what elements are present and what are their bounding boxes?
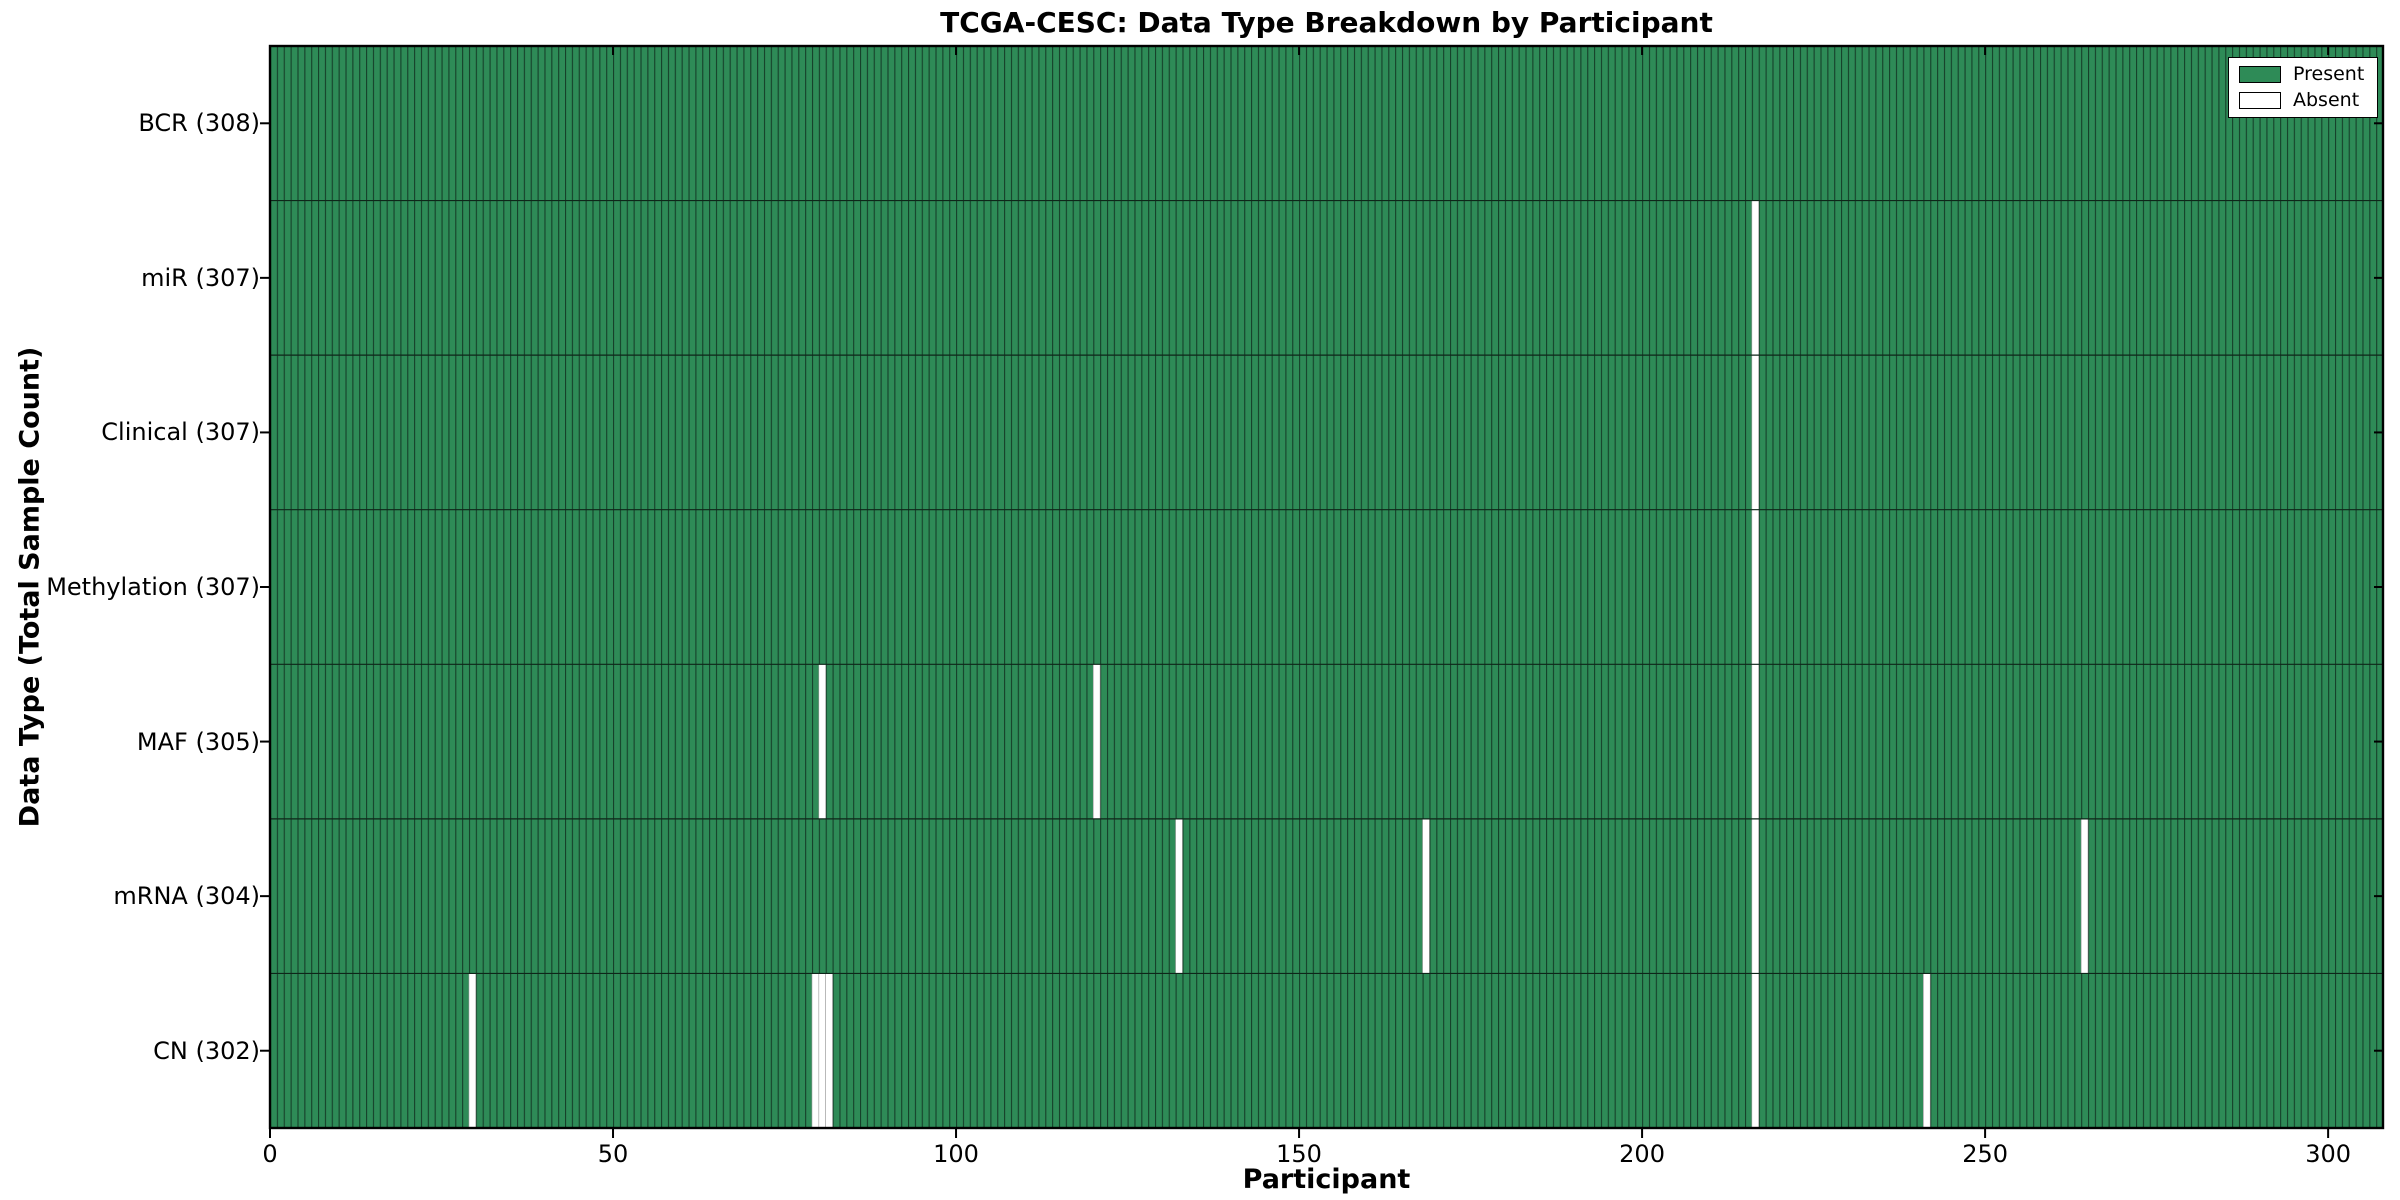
x-tick-label: 0 bbox=[262, 1140, 278, 1168]
y-tick-label: miR (307) bbox=[141, 263, 260, 292]
absent-bar bbox=[1751, 354, 1759, 511]
legend-swatch-absent bbox=[2239, 92, 2281, 109]
chart-title: TCGA-CESC: Data Type Breakdown by Partic… bbox=[940, 6, 1713, 39]
x-tick-label: 300 bbox=[2305, 1140, 2352, 1168]
absent-bar bbox=[1751, 200, 1759, 356]
legend: Present Absent bbox=[2228, 57, 2378, 118]
absent-bar bbox=[1751, 818, 1759, 974]
absent-bar bbox=[1175, 818, 1183, 974]
y-tick-label: CN (302) bbox=[153, 1036, 260, 1065]
x-tick-label: 50 bbox=[597, 1140, 629, 1168]
absent-bar bbox=[1751, 973, 1759, 1129]
legend-entry-absent: Absent bbox=[2239, 91, 2367, 110]
legend-label-absent: Absent bbox=[2293, 89, 2360, 111]
absent-bar bbox=[825, 973, 833, 1129]
legend-entry-present: Present bbox=[2239, 65, 2367, 84]
legend-swatch-present bbox=[2239, 66, 2281, 83]
plot-border bbox=[268, 44, 2385, 1130]
heatmap-svg bbox=[260, 44, 2385, 1138]
x-tick-label: 250 bbox=[1962, 1140, 2008, 1168]
y-tick-label: BCR (308) bbox=[138, 109, 260, 138]
absent-bar bbox=[1751, 663, 1759, 820]
y-tick-label: Clinical (307) bbox=[101, 418, 260, 447]
y-tick-label: mRNA (304) bbox=[113, 882, 260, 911]
absent-bar bbox=[1422, 818, 1430, 974]
plot-area bbox=[260, 44, 2385, 1138]
x-tick-label: 200 bbox=[1619, 1140, 1665, 1168]
y-tick-label: Methylation (307) bbox=[46, 573, 260, 601]
present-bars-field bbox=[270, 46, 2383, 1128]
absent-bar bbox=[818, 973, 826, 1129]
absent-bar bbox=[818, 663, 826, 820]
absent-bar bbox=[1923, 973, 1931, 1129]
y-tick-label: MAF (305) bbox=[136, 727, 260, 756]
y-axis-label: Data Type (Total Sample Count) bbox=[14, 346, 46, 828]
x-tick-label: 100 bbox=[933, 1140, 979, 1168]
absent-bar bbox=[2080, 818, 2089, 974]
absent-bar bbox=[1092, 663, 1101, 820]
absent-bar bbox=[811, 973, 820, 1129]
x-axis-label: Participant bbox=[1242, 1164, 1411, 1195]
legend-label-present: Present bbox=[2293, 63, 2365, 85]
absent-bar bbox=[468, 973, 477, 1129]
absent-bar bbox=[1751, 509, 1759, 665]
x-tick-label: 150 bbox=[1276, 1140, 1322, 1168]
